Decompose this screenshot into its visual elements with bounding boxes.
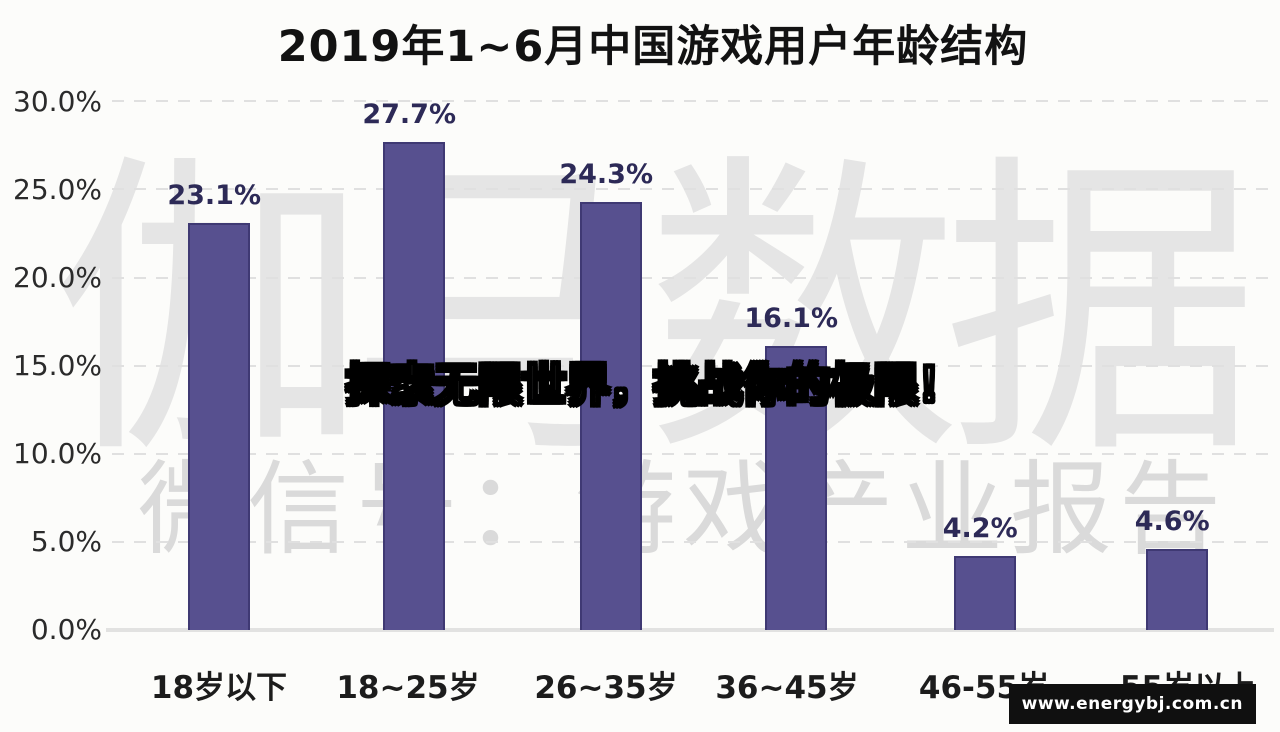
bar — [188, 223, 250, 630]
y-tick-label: 30.0% — [13, 85, 102, 118]
y-tick-label: 0.0% — [30, 613, 102, 646]
x-category-label: 18~25岁 — [336, 670, 480, 706]
gridline-15 — [112, 365, 1268, 367]
y-tick-label: 15.0% — [13, 349, 102, 382]
bar — [383, 142, 445, 630]
y-tick-label: 5.0% — [30, 525, 102, 558]
gridline-5 — [112, 541, 1268, 543]
brand-watermark: 伽马数据 — [52, 130, 1258, 496]
x-category-label: 26~35岁 — [534, 670, 678, 706]
gridline-25 — [112, 188, 1268, 190]
website-badge: www.energybj.com.cn — [1008, 684, 1256, 724]
bar — [1146, 549, 1208, 630]
gridline-20 — [112, 277, 1268, 279]
chart-title: 2019年1~6月中国游戏用户年龄结构 — [277, 22, 1029, 72]
bar-value-label: 16.1% — [744, 303, 839, 334]
x-category-label: 18岁以下 — [150, 670, 288, 706]
y-tick-label: 25.0% — [13, 173, 102, 206]
gridline-30 — [112, 100, 1268, 102]
gridline-10 — [112, 453, 1268, 455]
bar — [954, 556, 1016, 630]
x-axis-line — [106, 628, 1274, 632]
overlay-caption: 探索无限世界，挑战你的极限！ — [345, 359, 963, 412]
x-category-label: 36~45岁 — [715, 670, 859, 706]
y-tick-label: 20.0% — [13, 261, 102, 294]
bar-value-label: 23.1% — [167, 180, 262, 211]
bar-value-label: 27.7% — [362, 99, 457, 130]
y-tick-label: 10.0% — [13, 437, 102, 470]
bar — [765, 346, 827, 630]
bar-value-label: 24.3% — [559, 159, 654, 190]
bar — [580, 202, 642, 630]
bar-value-label: 4.2% — [942, 513, 1018, 544]
bar-value-label: 4.6% — [1134, 506, 1210, 537]
wechat-watermark: 微信号：游戏产业报告 — [138, 451, 1228, 570]
